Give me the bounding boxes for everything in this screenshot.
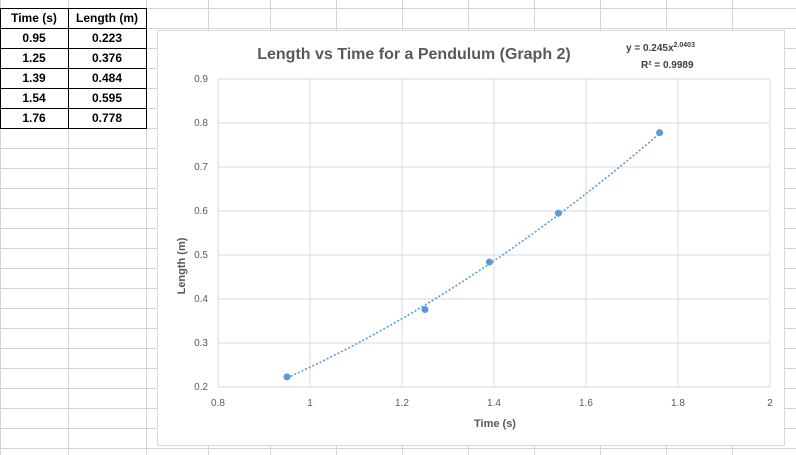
data-point[interactable] <box>422 306 429 313</box>
x-tick-label: 1 <box>307 398 313 409</box>
chart-area[interactable]: 0.8 1 1.2 1.4 1.6 1.8 2 0.2 0.3 0.4 0.5 0.6 0.7 0.8 0… <box>157 30 785 446</box>
trendline <box>287 133 660 378</box>
r-squared-label: R² = 0.9989 <box>641 60 694 71</box>
y-tick-label: 0.2 <box>194 382 208 393</box>
y-axis-label: Length (m) <box>176 237 188 294</box>
x-tick-label: 2 <box>767 398 773 409</box>
y-tick-label: 0.9 <box>194 74 208 85</box>
table-row-divider <box>0 88 147 89</box>
y-tick-label: 0.3 <box>194 338 208 349</box>
trendline-equation-base: y = 0.245x <box>626 43 674 54</box>
y-tick-label: 0.6 <box>194 206 208 217</box>
data-point[interactable] <box>284 373 291 380</box>
y-tick-label: 0.8 <box>194 118 208 129</box>
y-tick-label: 0.7 <box>194 162 208 173</box>
table-row-divider <box>0 28 147 29</box>
table-row-divider <box>0 68 147 69</box>
x-tick-label: 1.4 <box>487 398 501 409</box>
y-tick-label: 0.4 <box>194 294 208 305</box>
table-column-divider <box>68 8 69 129</box>
chart-svg: 0.8 1 1.2 1.4 1.6 1.8 2 0.2 0.3 0.4 0.5 0.6 0.7 0.8 0… <box>158 31 786 447</box>
x-tick-label: 0.8 <box>211 398 225 409</box>
table-row-divider <box>0 48 147 49</box>
trendline-equation-exponent: 2.0403 <box>674 42 696 49</box>
x-tick-label: 1.2 <box>395 398 409 409</box>
trendline-equation: y = 0.245x2.0403 <box>626 42 695 54</box>
data-point[interactable] <box>656 129 663 136</box>
x-tick-label: 1.8 <box>671 398 685 409</box>
data-point[interactable] <box>486 259 493 266</box>
x-tick-label: 1.6 <box>579 398 593 409</box>
x-axis-label: Time (s) <box>474 418 516 430</box>
y-tick-label: 0.5 <box>194 250 208 261</box>
chart-title: Length vs Time for a Pendulum (Graph 2) <box>257 46 571 63</box>
data-point[interactable] <box>555 210 562 217</box>
table-row-divider <box>0 108 147 109</box>
